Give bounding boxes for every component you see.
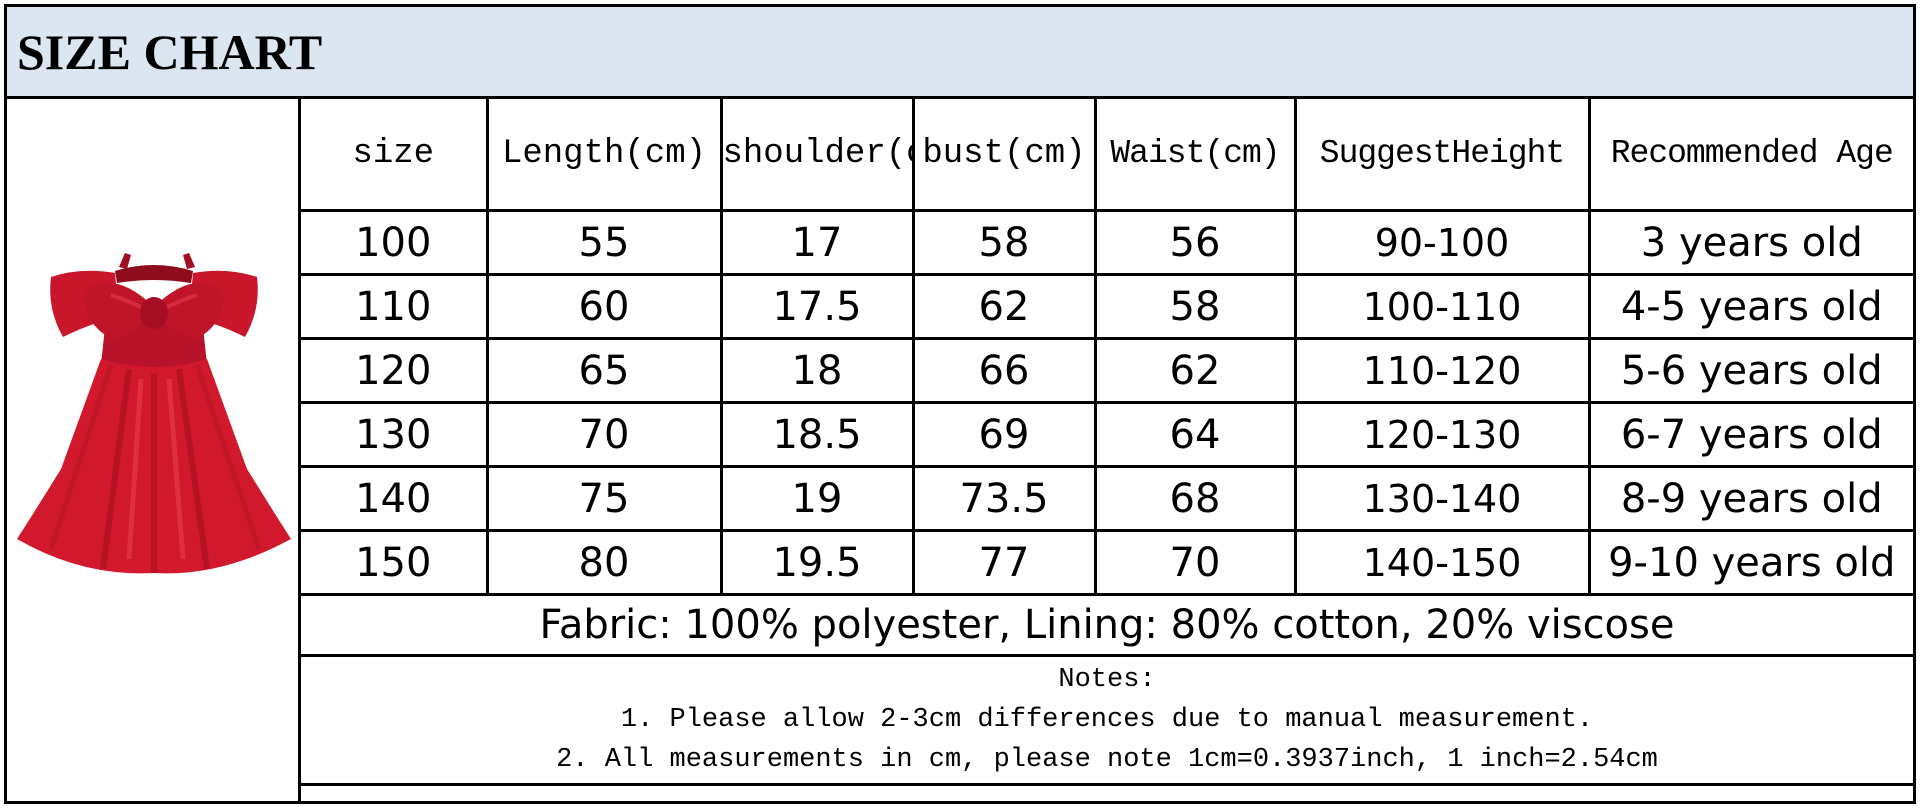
title-banner: SIZE CHART [7,7,1913,99]
shoulder-cell: 18.5 [719,401,915,468]
age-cell: 6-7 years old [1587,401,1913,468]
note-line-1: 1. Please allow 2-3cm differences due to… [620,705,1594,735]
size-cell: 140 [301,465,489,532]
bust-cell: 58 [911,209,1097,276]
size-cell: 130 [301,401,489,468]
age-cell: 3 years old [1587,209,1913,276]
notes-row: Notes: 1. Please allow 2-3cm differences… [301,654,1913,786]
bust-cell: 73.5 [911,465,1097,532]
product-image-cell [7,99,301,801]
waist-cell: 70 [1093,529,1297,596]
column-header-waist: Waist(cm) [1093,99,1297,212]
column-header-recommended-age: Recommended Age [1587,99,1913,212]
length-cell: 75 [485,465,723,532]
age-cell: 8-9 years old [1587,465,1913,532]
length-cell: 80 [485,529,723,596]
age-cell: 4-5 years old [1587,273,1913,340]
size-cell: 120 [301,337,489,404]
shoulder-cell: 19.5 [719,529,915,596]
size-cell: 150 [301,529,489,596]
table-row: 120 65 18 66 62 110-120 5-6 years old [301,337,1913,404]
length-cell: 65 [485,337,723,404]
size-chart-frame: SIZE CHART [4,4,1916,804]
size-cell: 100 [301,209,489,276]
column-header-bust: bust(cm) [911,99,1097,212]
column-header-size: size [301,99,489,212]
note-line-2: 2. All measurements in cm, please note 1… [556,745,1658,775]
shoulder-cell: 17 [719,209,915,276]
height-cell: 110-120 [1293,337,1591,404]
column-header-suggest-height: SuggestHeight [1293,99,1591,212]
waist-cell: 56 [1093,209,1297,276]
table-row: 150 80 19.5 77 70 140-150 9-10 years old [301,529,1913,596]
notes-cell: Notes: 1. Please allow 2-3cm differences… [301,654,1913,786]
column-header-shoulder: shoulder(cm) [719,99,915,212]
size-table-area: size Length(cm) shoulder(cm) bust(cm) Wa… [301,99,1913,801]
waist-cell: 64 [1093,401,1297,468]
length-cell: 60 [485,273,723,340]
bust-cell: 66 [911,337,1097,404]
height-cell: 130-140 [1293,465,1591,532]
height-cell: 90-100 [1293,209,1591,276]
fabric-info: Fabric: 100% polyester, Lining: 80% cott… [301,593,1913,657]
age-cell: 9-10 years old [1587,529,1913,596]
table-row: 100 55 17 58 56 90-100 3 years old [301,209,1913,276]
fabric-row: Fabric: 100% polyester, Lining: 80% cott… [301,593,1913,657]
table-row: 140 75 19 73.5 68 130-140 8-9 years old [301,465,1913,532]
height-cell: 140-150 [1293,529,1591,596]
waist-cell: 68 [1093,465,1297,532]
size-table: size Length(cm) shoulder(cm) bust(cm) Wa… [301,99,1913,786]
column-header-length: Length(cm) [485,99,723,212]
age-cell: 5-6 years old [1587,337,1913,404]
height-cell: 120-130 [1293,401,1591,468]
shoulder-cell: 19 [719,465,915,532]
shoulder-cell: 17.5 [719,273,915,340]
length-cell: 55 [485,209,723,276]
bust-cell: 62 [911,273,1097,340]
table-row: 110 60 17.5 62 58 100-110 4-5 years old [301,273,1913,340]
notes-heading: Notes: [1058,665,1156,695]
table-row: 130 70 18.5 69 64 120-130 6-7 years old [301,401,1913,468]
bust-cell: 69 [911,401,1097,468]
length-cell: 70 [485,401,723,468]
shoulder-cell: 18 [719,337,915,404]
waist-cell: 62 [1093,337,1297,404]
page-title: SIZE CHART [17,23,323,80]
size-cell: 110 [301,273,489,340]
height-cell: 100-110 [1293,273,1591,340]
bust-cell: 77 [911,529,1097,596]
table-header-row: size Length(cm) shoulder(cm) bust(cm) Wa… [301,99,1913,212]
dress-image [17,253,291,574]
waist-cell: 58 [1093,273,1297,340]
